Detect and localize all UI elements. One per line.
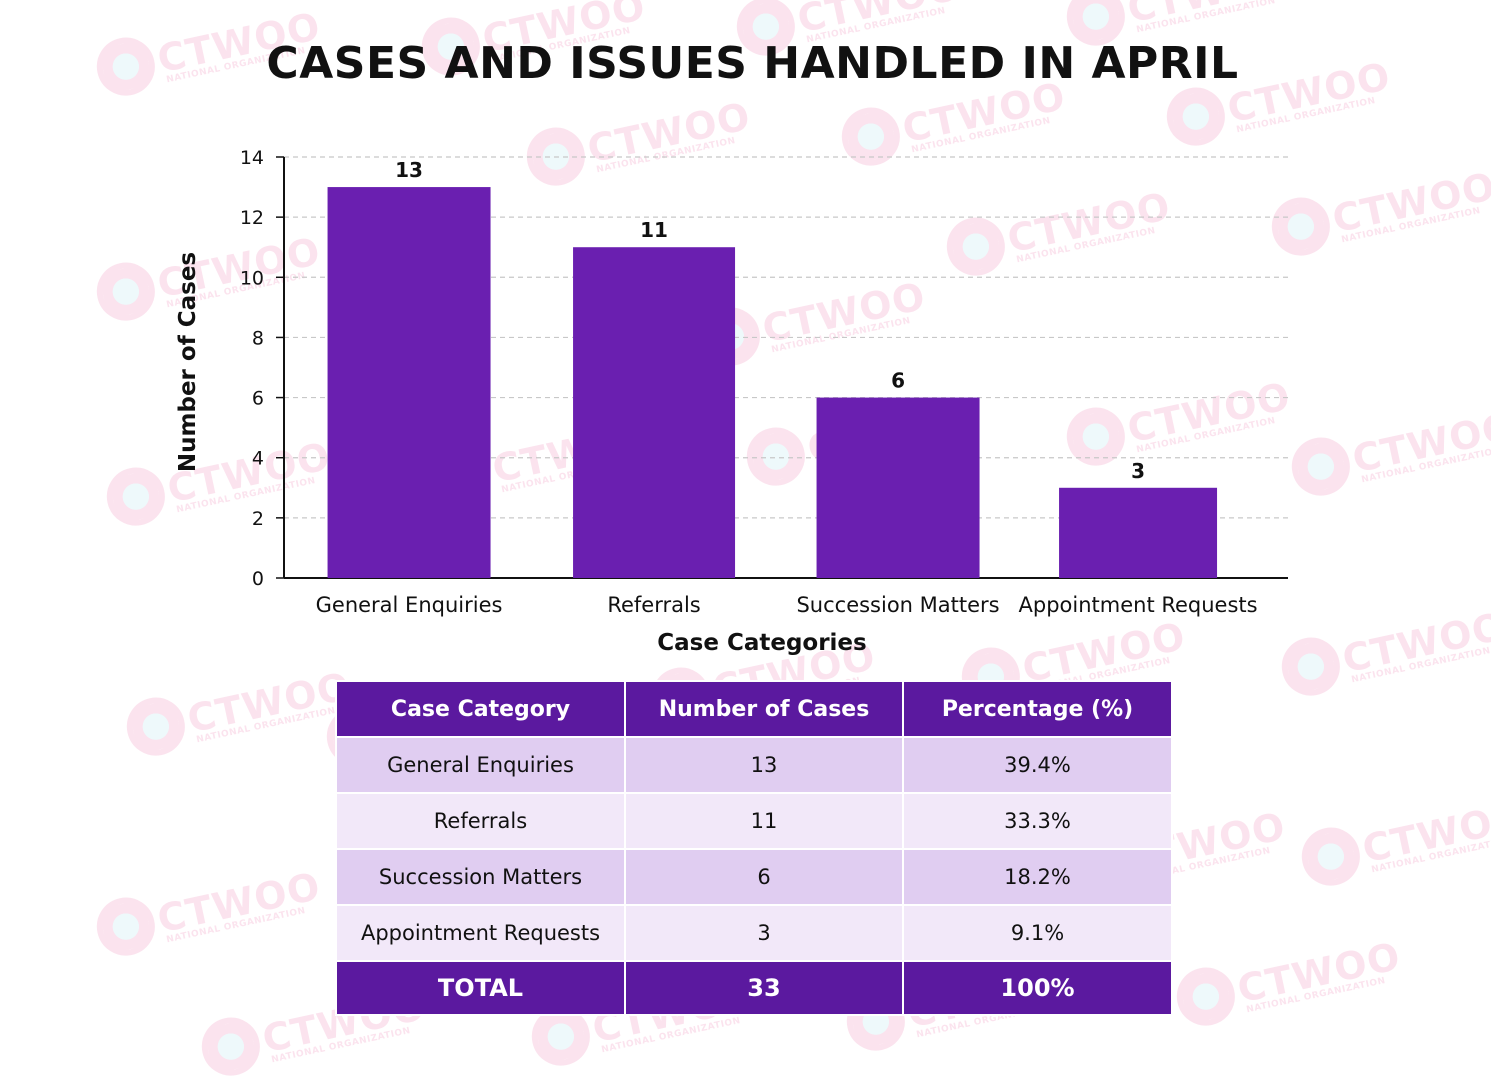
y-tick-label: 12: [240, 207, 264, 229]
header-case-category: Case Category: [335, 680, 626, 738]
cell-percentage: 39.4%: [902, 736, 1173, 794]
watermark-tagline: NATIONAL ORGANIZATION: [270, 1025, 412, 1066]
cell-percentage: 18.2%: [902, 848, 1173, 906]
total-percentage: 100%: [902, 960, 1173, 1016]
watermark-seal-icon: [1171, 962, 1241, 1031]
cell-category: Referrals: [335, 792, 626, 850]
cell-count: 11: [624, 792, 904, 850]
table-total-row: TOTAL 33 100%: [335, 960, 1173, 1016]
table-row: Referrals 11 33.3%: [335, 792, 1173, 850]
x-category-label: Referrals: [607, 593, 700, 617]
watermark-brand-text: CTWOO: [183, 663, 355, 742]
total-count: 33: [624, 960, 904, 1016]
watermark-seal-icon: [121, 692, 191, 761]
bar-value-label: 13: [395, 158, 423, 182]
y-tick-label: 10: [240, 267, 264, 289]
watermark-brand-text: CTWOO: [1233, 933, 1405, 1012]
cell-category: General Enquiries: [335, 736, 626, 794]
watermark-brand-text: CTWOO: [153, 863, 325, 942]
y-tick-label: 4: [252, 448, 264, 470]
x-category-label: General Enquiries: [316, 593, 503, 617]
header-number-of-cases: Number of Cases: [624, 680, 904, 738]
y-tick-label: 2: [252, 508, 264, 530]
table-row: Appointment Requests 3 9.1%: [335, 904, 1173, 962]
cases-table: Case Category Number of Cases Percentage…: [335, 680, 1173, 1016]
watermark-tagline: NATIONAL ORGANIZATION: [165, 905, 307, 946]
y-axis-title: Number of Cases: [175, 252, 201, 472]
cell-count: 6: [624, 848, 904, 906]
bar-value-label: 11: [640, 218, 668, 242]
y-tick-label: 0: [252, 568, 264, 590]
watermark-seal-icon: [91, 892, 161, 961]
cell-percentage: 9.1%: [902, 904, 1173, 962]
watermark-seal-icon: [196, 1012, 266, 1081]
x-category-label: Appointment Requests: [1019, 593, 1258, 617]
cell-category: Succession Matters: [335, 848, 626, 906]
table-header-row: Case Category Number of Cases Percentage…: [335, 680, 1173, 738]
bar-chart: 0 2 4 6 8 10 12 14 13 General Enquiries 11 Referral…: [175, 147, 1288, 656]
bar: [1059, 487, 1218, 578]
y-tick-label: 6: [252, 388, 264, 410]
watermark-tagline: NATIONAL ORGANIZATION: [1370, 835, 1491, 876]
y-tick-label: 14: [240, 147, 264, 169]
watermark-tagline: NATIONAL ORGANIZATION: [195, 705, 337, 746]
header-percentage: Percentage (%): [902, 680, 1173, 738]
x-category-label: Succession Matters: [796, 593, 999, 617]
bar: [327, 187, 491, 579]
watermark-tagline: NATIONAL ORGANIZATION: [1245, 975, 1387, 1016]
watermark-seal-icon: [1296, 822, 1366, 891]
cell-percentage: 33.3%: [902, 792, 1173, 850]
cell-count: 13: [624, 736, 904, 794]
watermark-brand-text: CTWOO: [1358, 793, 1491, 872]
cell-category: Appointment Requests: [335, 904, 626, 962]
watermark-tagline: NATIONAL ORGANIZATION: [600, 1015, 742, 1056]
y-tick-label: 8: [252, 327, 264, 349]
table-row: Succession Matters 6 18.2%: [335, 848, 1173, 906]
chart-title: CASES AND ISSUES HANDLED IN APRIL: [266, 38, 1239, 89]
cell-count: 3: [624, 904, 904, 962]
bar-value-label: 3: [1131, 459, 1145, 483]
total-label: TOTAL: [335, 960, 626, 1016]
x-axis-title: Case Categories: [657, 630, 866, 656]
table-row: General Enquiries 13 39.4%: [335, 736, 1173, 794]
bar: [573, 247, 736, 578]
bar: [816, 397, 980, 578]
bar-value-label: 6: [891, 369, 905, 393]
